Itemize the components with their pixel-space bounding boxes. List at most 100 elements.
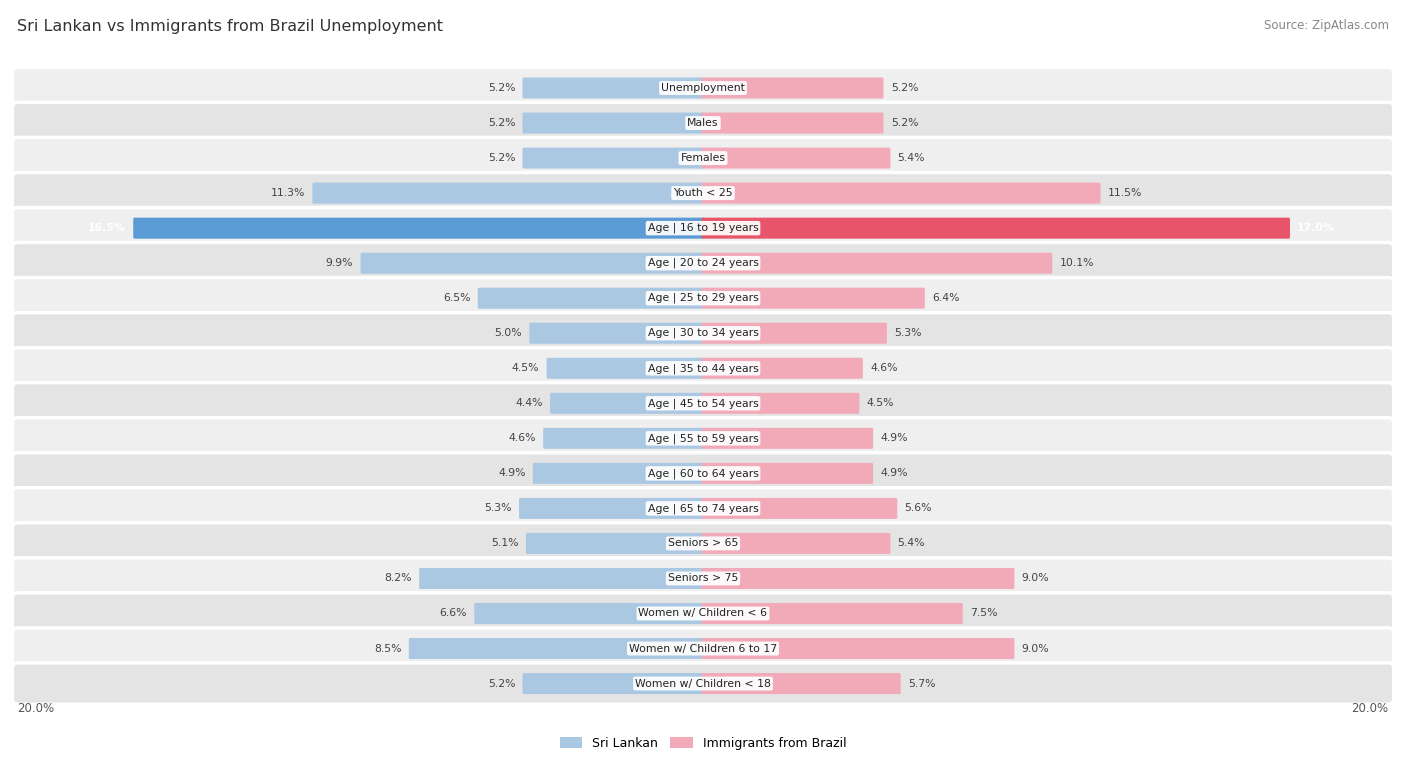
- FancyBboxPatch shape: [13, 207, 1393, 249]
- Text: 7.5%: 7.5%: [970, 609, 997, 618]
- Text: 6.5%: 6.5%: [443, 293, 471, 304]
- Text: Males: Males: [688, 118, 718, 128]
- FancyBboxPatch shape: [13, 593, 1393, 634]
- Text: 20.0%: 20.0%: [1351, 702, 1389, 715]
- FancyBboxPatch shape: [13, 382, 1393, 424]
- FancyBboxPatch shape: [13, 523, 1393, 564]
- FancyBboxPatch shape: [523, 148, 704, 169]
- FancyBboxPatch shape: [13, 67, 1393, 109]
- FancyBboxPatch shape: [702, 113, 883, 133]
- Text: 5.1%: 5.1%: [491, 538, 519, 548]
- FancyBboxPatch shape: [409, 638, 704, 659]
- FancyBboxPatch shape: [13, 663, 1393, 704]
- FancyBboxPatch shape: [702, 288, 925, 309]
- Text: 5.2%: 5.2%: [488, 118, 515, 128]
- Text: 5.7%: 5.7%: [908, 678, 935, 689]
- Text: Age | 65 to 74 years: Age | 65 to 74 years: [648, 503, 758, 514]
- FancyBboxPatch shape: [543, 428, 704, 449]
- Text: Age | 45 to 54 years: Age | 45 to 54 years: [648, 398, 758, 409]
- Text: 5.2%: 5.2%: [488, 83, 515, 93]
- Text: 6.4%: 6.4%: [932, 293, 959, 304]
- Text: Youth < 25: Youth < 25: [673, 188, 733, 198]
- FancyBboxPatch shape: [702, 428, 873, 449]
- Text: 5.2%: 5.2%: [891, 83, 918, 93]
- Text: 4.9%: 4.9%: [880, 433, 908, 444]
- FancyBboxPatch shape: [530, 322, 704, 344]
- FancyBboxPatch shape: [547, 358, 704, 378]
- FancyBboxPatch shape: [13, 173, 1393, 213]
- FancyBboxPatch shape: [13, 558, 1393, 599]
- Text: Age | 20 to 24 years: Age | 20 to 24 years: [648, 258, 758, 269]
- Legend: Sri Lankan, Immigrants from Brazil: Sri Lankan, Immigrants from Brazil: [554, 732, 852, 755]
- Text: 8.5%: 8.5%: [374, 643, 402, 653]
- FancyBboxPatch shape: [702, 568, 1014, 589]
- FancyBboxPatch shape: [526, 533, 704, 554]
- FancyBboxPatch shape: [702, 393, 859, 414]
- Text: 11.5%: 11.5%: [1108, 188, 1142, 198]
- FancyBboxPatch shape: [702, 253, 1052, 274]
- Text: Seniors > 65: Seniors > 65: [668, 538, 738, 548]
- Text: 4.6%: 4.6%: [509, 433, 536, 444]
- FancyBboxPatch shape: [702, 603, 963, 624]
- Text: Sri Lankan vs Immigrants from Brazil Unemployment: Sri Lankan vs Immigrants from Brazil Une…: [17, 19, 443, 34]
- Text: Age | 55 to 59 years: Age | 55 to 59 years: [648, 433, 758, 444]
- FancyBboxPatch shape: [13, 418, 1393, 459]
- Text: 5.4%: 5.4%: [897, 538, 925, 548]
- Text: 5.4%: 5.4%: [897, 153, 925, 163]
- FancyBboxPatch shape: [702, 358, 863, 378]
- Text: 5.0%: 5.0%: [495, 329, 522, 338]
- Text: 5.2%: 5.2%: [891, 118, 918, 128]
- Text: 11.3%: 11.3%: [271, 188, 305, 198]
- Text: Women w/ Children < 18: Women w/ Children < 18: [636, 678, 770, 689]
- Text: Age | 30 to 34 years: Age | 30 to 34 years: [648, 328, 758, 338]
- FancyBboxPatch shape: [550, 393, 704, 414]
- Text: Age | 60 to 64 years: Age | 60 to 64 years: [648, 468, 758, 478]
- FancyBboxPatch shape: [523, 673, 704, 694]
- Text: 5.3%: 5.3%: [894, 329, 922, 338]
- Text: Age | 16 to 19 years: Age | 16 to 19 years: [648, 223, 758, 233]
- FancyBboxPatch shape: [312, 182, 704, 204]
- Text: 4.9%: 4.9%: [498, 469, 526, 478]
- FancyBboxPatch shape: [702, 148, 890, 169]
- Text: 5.3%: 5.3%: [484, 503, 512, 513]
- Text: 5.2%: 5.2%: [488, 678, 515, 689]
- FancyBboxPatch shape: [134, 218, 704, 238]
- FancyBboxPatch shape: [360, 253, 704, 274]
- FancyBboxPatch shape: [13, 453, 1393, 494]
- FancyBboxPatch shape: [702, 533, 890, 554]
- FancyBboxPatch shape: [702, 182, 1101, 204]
- FancyBboxPatch shape: [523, 113, 704, 133]
- FancyBboxPatch shape: [702, 77, 883, 98]
- Text: 10.1%: 10.1%: [1060, 258, 1094, 268]
- Text: 4.5%: 4.5%: [512, 363, 540, 373]
- FancyBboxPatch shape: [702, 463, 873, 484]
- FancyBboxPatch shape: [13, 628, 1393, 669]
- FancyBboxPatch shape: [474, 603, 704, 624]
- Text: Source: ZipAtlas.com: Source: ZipAtlas.com: [1264, 19, 1389, 32]
- Text: 4.6%: 4.6%: [870, 363, 897, 373]
- Text: Seniors > 75: Seniors > 75: [668, 574, 738, 584]
- FancyBboxPatch shape: [702, 498, 897, 519]
- Text: 5.2%: 5.2%: [488, 153, 515, 163]
- FancyBboxPatch shape: [13, 138, 1393, 179]
- Text: 9.0%: 9.0%: [1022, 643, 1049, 653]
- FancyBboxPatch shape: [13, 488, 1393, 529]
- Text: 9.0%: 9.0%: [1022, 574, 1049, 584]
- FancyBboxPatch shape: [13, 102, 1393, 144]
- FancyBboxPatch shape: [702, 673, 901, 694]
- FancyBboxPatch shape: [519, 498, 704, 519]
- Text: Age | 35 to 44 years: Age | 35 to 44 years: [648, 363, 758, 373]
- FancyBboxPatch shape: [13, 347, 1393, 389]
- Text: 20.0%: 20.0%: [17, 702, 55, 715]
- FancyBboxPatch shape: [523, 77, 704, 98]
- FancyBboxPatch shape: [478, 288, 704, 309]
- Text: Unemployment: Unemployment: [661, 83, 745, 93]
- Text: 4.4%: 4.4%: [516, 398, 543, 408]
- Text: 16.5%: 16.5%: [89, 223, 127, 233]
- FancyBboxPatch shape: [702, 322, 887, 344]
- FancyBboxPatch shape: [533, 463, 704, 484]
- Text: Age | 25 to 29 years: Age | 25 to 29 years: [648, 293, 758, 304]
- Text: Females: Females: [681, 153, 725, 163]
- FancyBboxPatch shape: [13, 242, 1393, 284]
- Text: 6.6%: 6.6%: [440, 609, 467, 618]
